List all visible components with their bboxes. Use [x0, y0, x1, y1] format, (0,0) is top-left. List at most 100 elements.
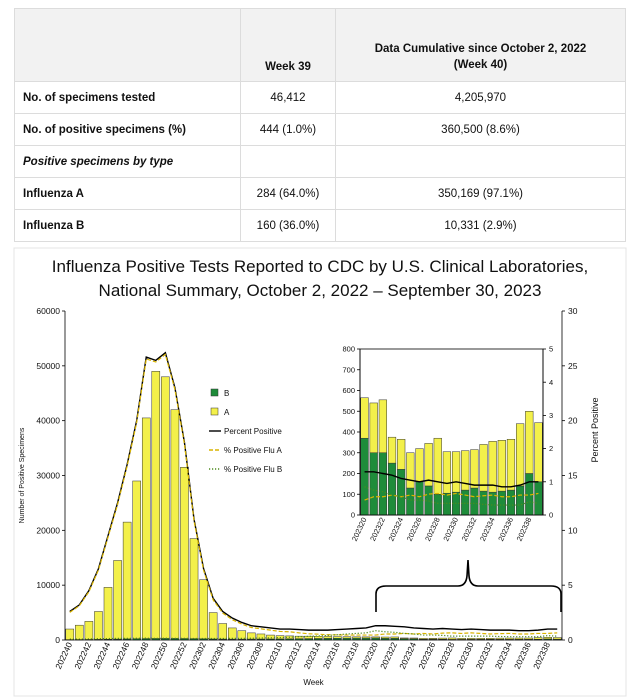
bar — [237, 630, 247, 640]
bar — [470, 449, 479, 489]
legend-label: Percent Positive — [224, 427, 282, 436]
y2-tick-label: 3 — [549, 411, 553, 420]
bar — [552, 637, 562, 640]
bar — [371, 636, 380, 639]
bar — [333, 636, 342, 639]
bar — [380, 636, 390, 639]
cell: 160 (36.0%) — [240, 209, 336, 242]
bar — [438, 637, 447, 640]
bar — [497, 440, 506, 492]
bar — [352, 636, 361, 639]
bar — [506, 489, 516, 516]
bar — [75, 624, 84, 640]
y2-tick-label: 0 — [549, 511, 553, 520]
bar — [294, 635, 304, 639]
bar — [227, 627, 237, 640]
row: No. of positive specimens (%) 444 (1.0%) 3… — [14, 113, 626, 146]
row: No. of specimens tested 46,412 4,205,970 — [14, 81, 626, 114]
bar — [161, 376, 170, 639]
bar — [479, 444, 488, 492]
bar — [406, 452, 415, 489]
summary-table: Week 39 Data Cumulative since October 2,… — [14, 8, 626, 242]
legend-label: B — [224, 389, 229, 398]
bar — [369, 452, 378, 516]
bar — [360, 437, 369, 516]
bar — [361, 636, 371, 639]
bar — [103, 587, 113, 640]
cell: 284 (64.0%) — [240, 177, 336, 210]
bar — [189, 538, 199, 639]
y-tick-label: 800 — [342, 345, 355, 354]
bar — [488, 441, 497, 493]
plot-frame — [359, 348, 544, 516]
y2-tick-label: 15 — [568, 470, 578, 480]
y2-tick-label: 5 — [549, 345, 553, 354]
y2-tick-label: 10 — [568, 525, 578, 535]
bar — [122, 521, 132, 640]
bar — [534, 422, 543, 483]
y-tick-label: 60000 — [36, 306, 60, 316]
bar — [415, 448, 424, 483]
legend-label: % Positive Flu A — [224, 446, 282, 455]
y2-tick-label: 1 — [549, 477, 553, 486]
bar — [497, 490, 506, 516]
cell: 10,331 (2.9%) — [335, 209, 626, 242]
bar — [342, 636, 352, 639]
bar — [314, 636, 323, 639]
y2-tick-label: 5 — [568, 580, 573, 590]
bar — [387, 436, 397, 464]
y-tick-label: 300 — [342, 448, 355, 457]
line — [364, 486, 539, 506]
bar — [457, 638, 466, 640]
bar — [141, 417, 151, 639]
line — [69, 351, 558, 632]
bar — [524, 637, 533, 640]
bar — [304, 635, 313, 639]
bar — [486, 638, 495, 640]
y-tick-label: 10000 — [36, 580, 60, 590]
legend-swatch — [210, 407, 219, 416]
bar — [378, 399, 387, 453]
bar — [516, 485, 525, 516]
bar — [208, 612, 218, 640]
y-tick-label: 20000 — [36, 525, 60, 535]
cell: 46,412 — [240, 81, 336, 114]
bar — [199, 579, 208, 640]
bar — [442, 492, 452, 516]
legend-swatch — [210, 388, 219, 397]
row-label: No. of specimens tested — [14, 81, 241, 114]
bar — [451, 451, 461, 493]
line — [364, 471, 539, 488]
bar — [461, 489, 470, 516]
header-cell — [14, 8, 241, 82]
header-cell: Week 39 — [240, 8, 336, 82]
bar — [461, 450, 470, 491]
y2-tick-label: 0 — [568, 635, 573, 645]
y-tick-label: 30000 — [36, 470, 60, 480]
bar — [84, 621, 94, 640]
row: Positive specimens by type — [14, 145, 626, 178]
bar — [256, 633, 266, 640]
bar — [428, 637, 438, 640]
bar — [406, 487, 415, 516]
cell: 350,169 (97.1%) — [335, 177, 626, 210]
bar — [180, 467, 189, 639]
bar — [170, 409, 180, 639]
line — [364, 492, 539, 501]
cell — [240, 145, 336, 178]
bar — [479, 490, 488, 516]
bar — [266, 634, 275, 640]
row-label: No. of positive specimens (%) — [14, 113, 241, 146]
row: Influenza A 284 (64.0%) 350,169 (97.1%) — [14, 177, 626, 210]
bar — [360, 397, 369, 439]
bar — [514, 637, 524, 640]
bar — [543, 637, 552, 640]
cell: 4,205,970 — [335, 81, 626, 114]
y-tick-label: 0 — [351, 511, 355, 520]
y-tick-label: 500 — [342, 407, 355, 416]
line — [69, 630, 558, 640]
bar — [94, 611, 103, 640]
bar — [533, 637, 543, 640]
section-label: Positive specimens by type — [14, 145, 241, 178]
